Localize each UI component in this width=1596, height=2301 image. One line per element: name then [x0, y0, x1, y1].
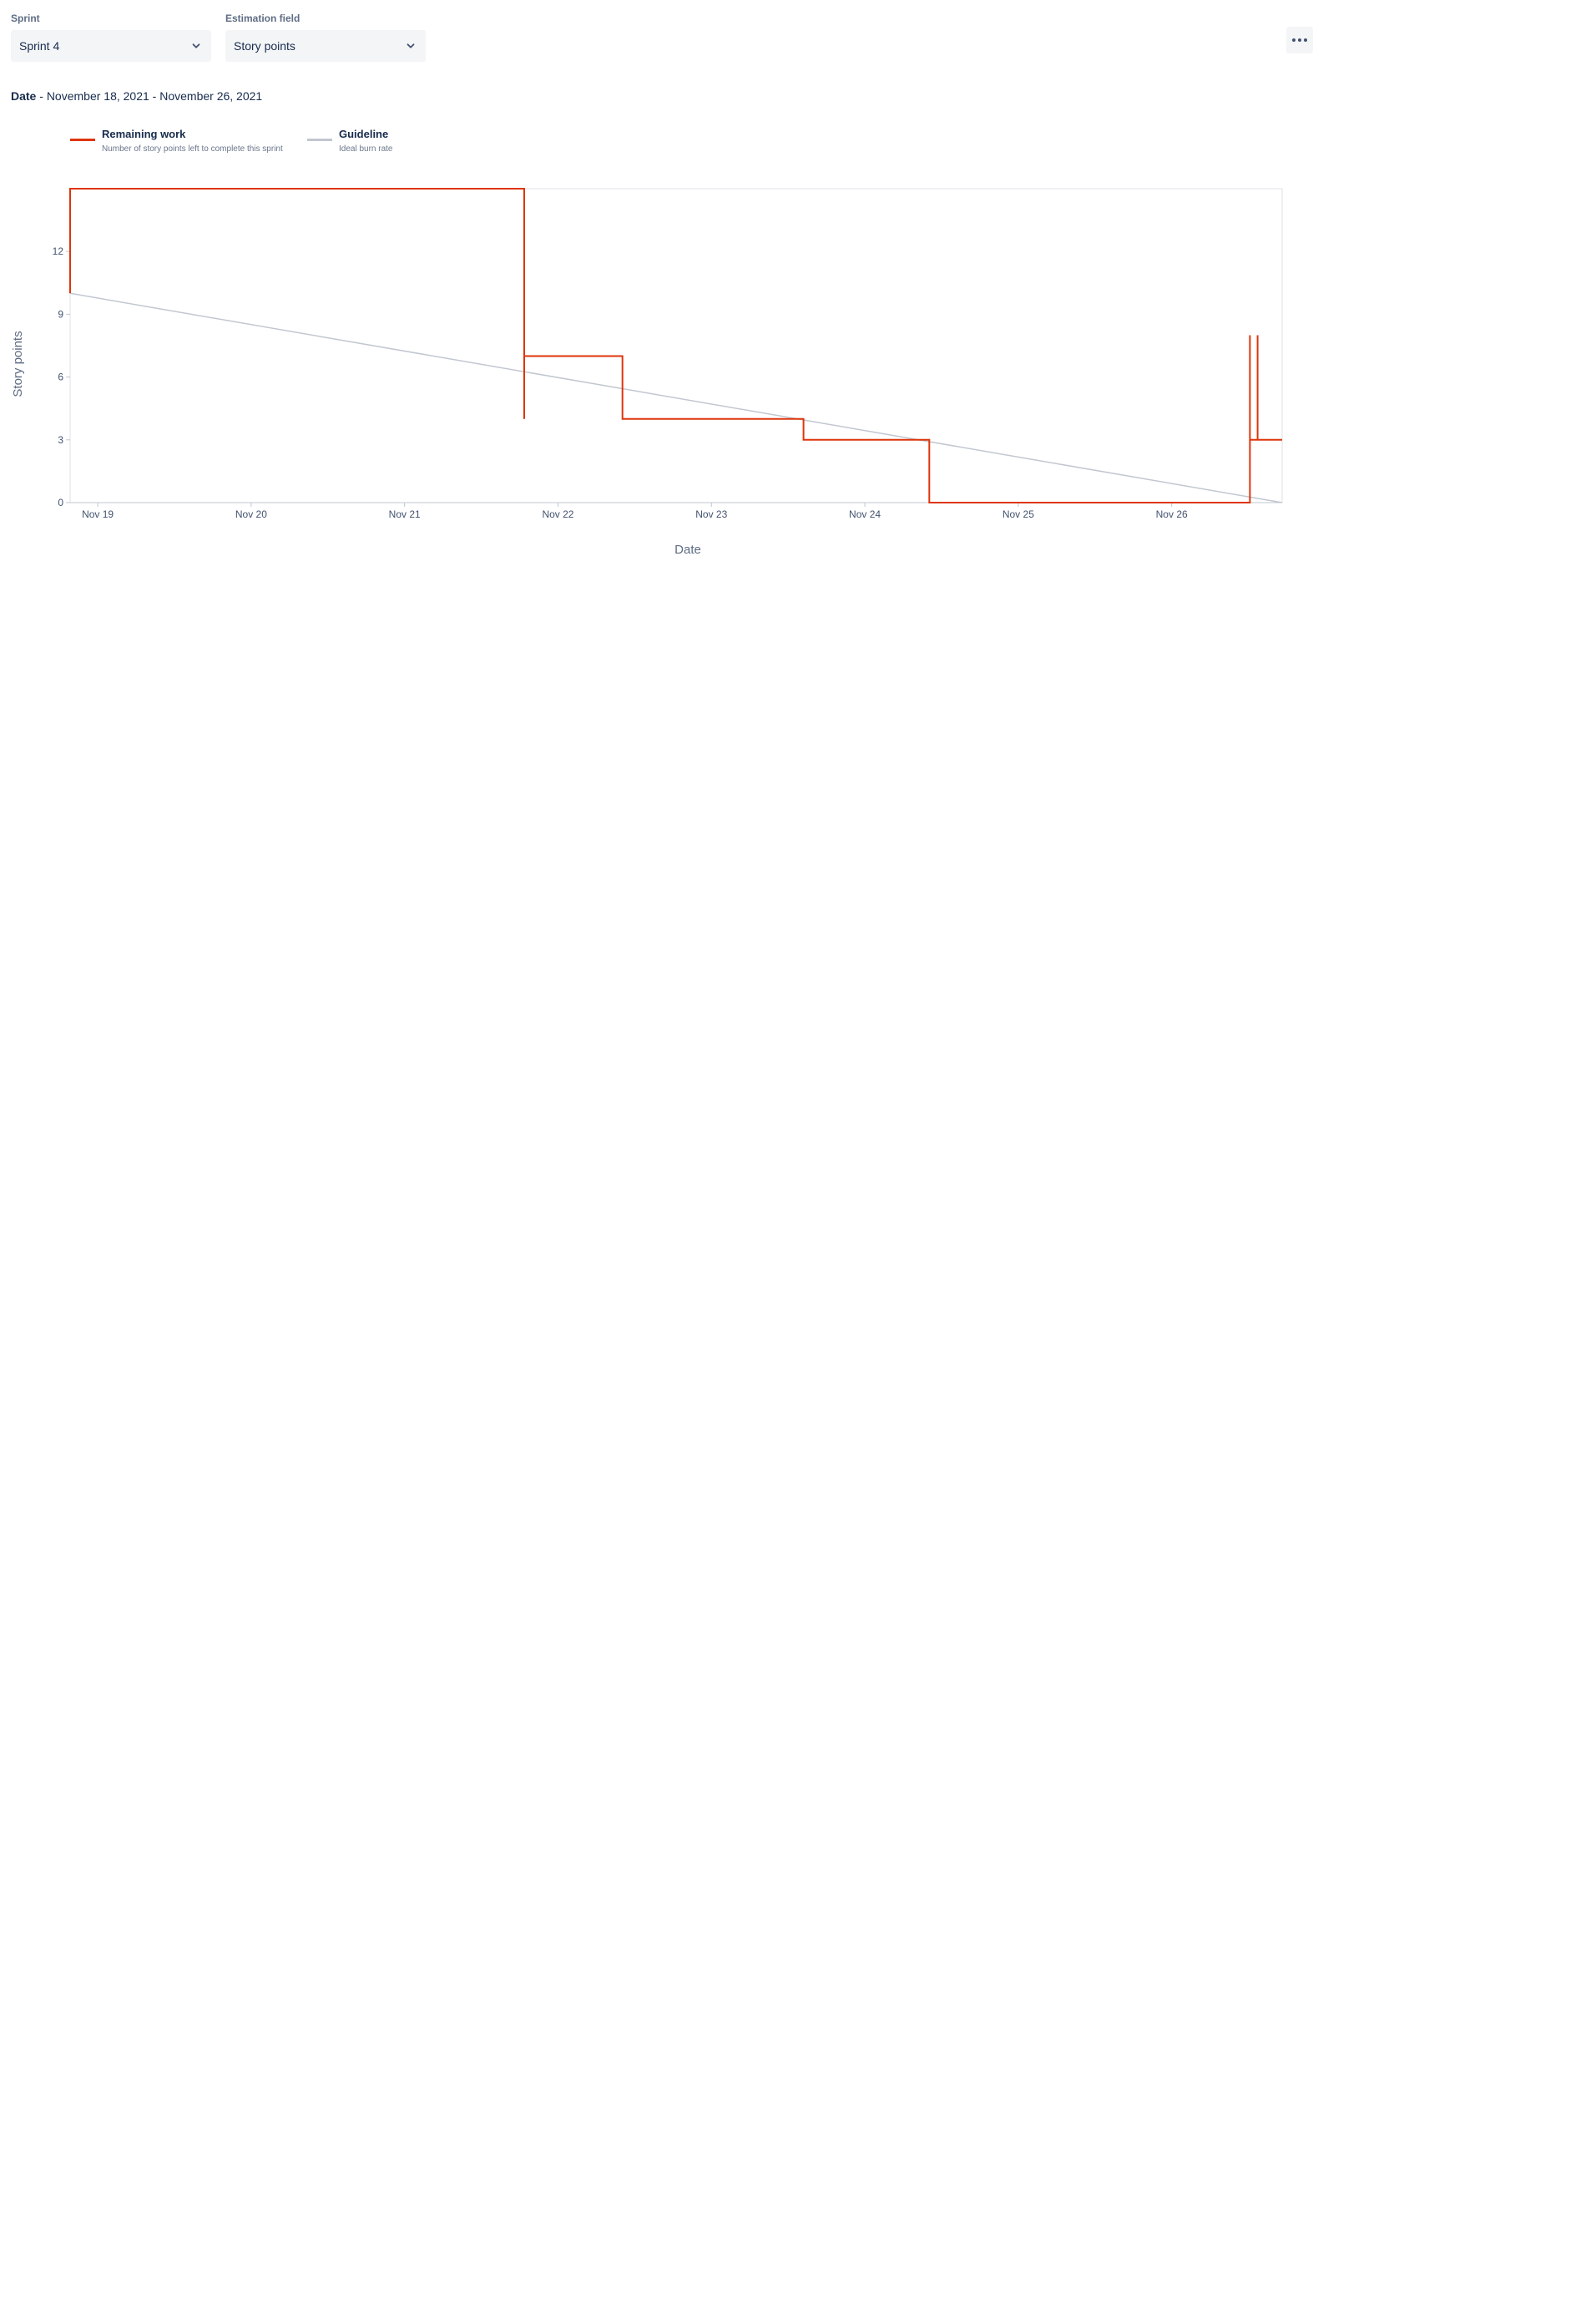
burndown-chart: 0 3 6 9 12 Nov 19 Nov 20 Nov 21 Nov 22 Nov 23 Nov … [11, 188, 1283, 557]
estimation-select[interactable]: Story points [225, 30, 426, 62]
legend-swatch-remaining [70, 139, 95, 141]
date-range-value: November 18, 2021 - November 26, 2021 [46, 89, 263, 103]
legend-description: Ideal burn rate [339, 144, 393, 154]
chevron-down-icon [191, 41, 201, 51]
x-tick-label: Nov 19 [82, 508, 114, 520]
sprint-date-range: Date - November 18, 2021 - November 26, … [11, 89, 262, 103]
estimation-select-value: Story points [234, 39, 295, 53]
y-tick-label: 6 [58, 372, 63, 383]
plot-frame [69, 188, 1283, 503]
sprint-select-value: Sprint 4 [19, 39, 60, 53]
sprint-label: Sprint [11, 13, 40, 24]
y-tick-label: 9 [58, 308, 63, 320]
date-range-label: Date [11, 89, 37, 103]
date-range-separator: - [36, 89, 47, 103]
x-tick-label: Nov 23 [695, 508, 727, 520]
estimation-label: Estimation field [225, 13, 301, 24]
more-horizontal-icon [1292, 38, 1295, 42]
x-tick-label: Nov 25 [1003, 508, 1034, 520]
y-tick-label: 12 [53, 245, 64, 257]
legend-swatch-guideline [307, 139, 332, 141]
y-tick-label: 0 [58, 497, 63, 508]
estimation-field: Estimation field Story points [225, 12, 426, 62]
x-axis-title: Date [674, 543, 701, 557]
legend-guideline[interactable]: Guideline Ideal burn rate [307, 127, 393, 155]
remaining-work-line [69, 188, 1282, 503]
sprint-select[interactable]: Sprint 4 [11, 30, 211, 62]
legend-description: Number of story points left to complete … [102, 144, 283, 154]
x-tick-label: Nov 24 [849, 508, 881, 520]
chevron-down-icon [406, 41, 416, 51]
legend-title: Remaining work [102, 128, 186, 140]
sprint-field: Sprint Sprint 4 [11, 12, 211, 62]
x-tick-label: Nov 22 [542, 508, 573, 520]
guideline-line [69, 292, 1283, 503]
legend-title: Guideline [339, 128, 389, 140]
more-actions-button[interactable] [1286, 27, 1313, 53]
x-tick-label: Nov 21 [389, 508, 421, 520]
x-tick-label: Nov 26 [1156, 508, 1188, 520]
x-tick-label: Nov 20 [235, 508, 267, 520]
y-axis-title: Story points [11, 331, 25, 397]
y-tick-label: 3 [58, 434, 63, 446]
legend-remaining-work[interactable]: Remaining work Number of story points le… [70, 127, 283, 155]
